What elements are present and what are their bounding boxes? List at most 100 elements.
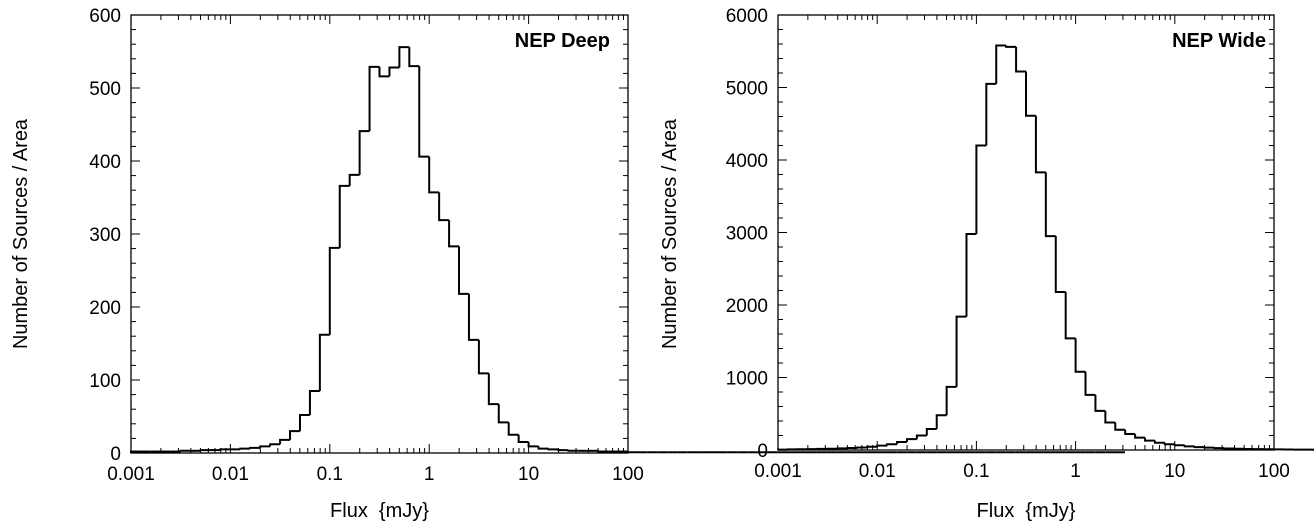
histogram-bin bbox=[308, 389, 320, 416]
histogram-bin bbox=[298, 414, 310, 432]
x-tick-label: 1 bbox=[424, 464, 435, 485]
histogram-bin bbox=[378, 66, 390, 78]
y-tick-label: 200 bbox=[89, 298, 121, 319]
histogram-bin bbox=[567, 449, 579, 452]
histogram-bin bbox=[130, 450, 141, 453]
histogram-bin bbox=[985, 82, 997, 146]
y-axis-label: Number of Sources / Area bbox=[659, 118, 681, 349]
histogram-bin bbox=[955, 315, 967, 387]
histogram-bin bbox=[896, 441, 907, 445]
y-tick-label: 100 bbox=[89, 371, 121, 392]
histogram-bin bbox=[537, 446, 549, 450]
histogram-bin bbox=[1144, 437, 1155, 442]
plot-frame bbox=[130, 14, 629, 454]
histogram-bin bbox=[477, 339, 489, 375]
histogram-bin bbox=[1163, 442, 1175, 446]
histogram-bin bbox=[458, 246, 469, 295]
y-tick-label: 500 bbox=[89, 79, 121, 100]
x-tick-label: 0.1 bbox=[963, 461, 989, 482]
histogram-bin bbox=[886, 443, 898, 446]
histogram-bin bbox=[428, 156, 440, 194]
histogram-bin bbox=[935, 414, 947, 429]
x-tick-label: 0.001 bbox=[754, 461, 802, 482]
histogram-bin bbox=[1203, 446, 1215, 449]
x-tick-label: 100 bbox=[612, 464, 644, 485]
histogram-bin bbox=[418, 66, 430, 158]
y-tick-label: 600 bbox=[89, 6, 121, 27]
histogram-bin bbox=[199, 449, 211, 452]
histogram-bin bbox=[467, 293, 479, 341]
x-tick-label: 100 bbox=[1258, 461, 1290, 482]
histogram-bin bbox=[487, 373, 499, 406]
histogram-bin bbox=[1183, 445, 1195, 448]
histogram-bin bbox=[497, 404, 509, 424]
y-tick-label: 300 bbox=[89, 225, 121, 246]
histogram-bin bbox=[368, 65, 380, 132]
histogram-bin bbox=[388, 66, 400, 77]
chart-panel-deep: NEP Deep Flux {mJy} Number of Sources / … bbox=[10, 6, 1125, 522]
x-tick-label: 0.01 bbox=[859, 461, 896, 482]
x-axis-label: Flux {mJy} bbox=[330, 500, 429, 522]
histogram-bin bbox=[398, 46, 410, 68]
x-tick-label: 10 bbox=[518, 464, 539, 485]
histogram-bin bbox=[1094, 394, 1106, 412]
histogram-bin bbox=[627, 451, 638, 454]
histogram-bin bbox=[448, 220, 460, 248]
histogram-bin bbox=[1104, 410, 1116, 424]
histogram-bin bbox=[517, 434, 529, 444]
histogram-bin bbox=[1044, 172, 1056, 238]
histogram-bin bbox=[1005, 45, 1017, 48]
chart-panel-wide: NEP Wide Flux {mJy} Number of Sources / … bbox=[659, 6, 1314, 522]
histogram-bin bbox=[1114, 422, 1126, 431]
histogram-bin bbox=[975, 144, 987, 234]
y-tick-label: 4000 bbox=[726, 151, 768, 172]
histogram-bin bbox=[995, 44, 1007, 84]
histogram-bin bbox=[239, 447, 251, 450]
histogram-bin bbox=[1015, 46, 1026, 73]
histogram-bin bbox=[597, 450, 609, 453]
histogram-bin bbox=[259, 445, 271, 448]
histogram-bin bbox=[1084, 371, 1096, 396]
histogram-bin bbox=[507, 422, 519, 436]
histogram-bin bbox=[289, 430, 300, 440]
histogram-bin bbox=[856, 446, 868, 449]
histogram-bin bbox=[318, 333, 330, 391]
histogram-bin bbox=[1193, 446, 1205, 449]
histogram-bin bbox=[876, 444, 888, 447]
histogram-bin bbox=[1074, 338, 1086, 373]
histogram-bin bbox=[279, 438, 291, 445]
histogram-bin bbox=[338, 184, 350, 248]
x-tick-label: 1 bbox=[1070, 461, 1081, 482]
histogram-bin bbox=[1054, 236, 1066, 293]
histogram-bin bbox=[1025, 71, 1036, 117]
histogram-bin bbox=[1134, 434, 1146, 439]
histogram-bin bbox=[1124, 429, 1136, 436]
y-tick-label: 1000 bbox=[726, 369, 768, 390]
histogram-bin bbox=[945, 385, 957, 416]
histogram-bin bbox=[348, 173, 360, 186]
histogram-bin bbox=[925, 427, 937, 436]
y-axis-label: Number of Sources / Area bbox=[10, 118, 32, 349]
y-tick-label: 6000 bbox=[726, 6, 768, 27]
histogram-bin bbox=[905, 438, 917, 443]
y-tick-label: 0 bbox=[757, 441, 768, 462]
histogram-bin bbox=[179, 449, 191, 452]
x-axis-label: Flux {mJy} bbox=[977, 500, 1076, 522]
histogram-bin bbox=[915, 434, 927, 440]
y-tick-label: 3000 bbox=[726, 224, 768, 245]
chart-title: NEP Wide bbox=[1172, 30, 1266, 52]
histogram-bin bbox=[557, 449, 569, 452]
histogram-bin bbox=[866, 445, 878, 448]
x-tick-label: 0.001 bbox=[107, 464, 155, 485]
histogram-bin bbox=[1153, 440, 1165, 444]
x-tick-label: 0.1 bbox=[317, 464, 343, 485]
histogram-bin bbox=[1064, 291, 1076, 340]
chart-title: NEP Deep bbox=[515, 30, 610, 52]
histogram-bin bbox=[408, 47, 420, 68]
histogram-bin bbox=[269, 443, 281, 447]
y-tick-label: 5000 bbox=[726, 79, 768, 100]
histogram-bin bbox=[249, 446, 261, 449]
y-tick-label: 2000 bbox=[726, 296, 768, 317]
histogram-bin bbox=[328, 246, 340, 335]
